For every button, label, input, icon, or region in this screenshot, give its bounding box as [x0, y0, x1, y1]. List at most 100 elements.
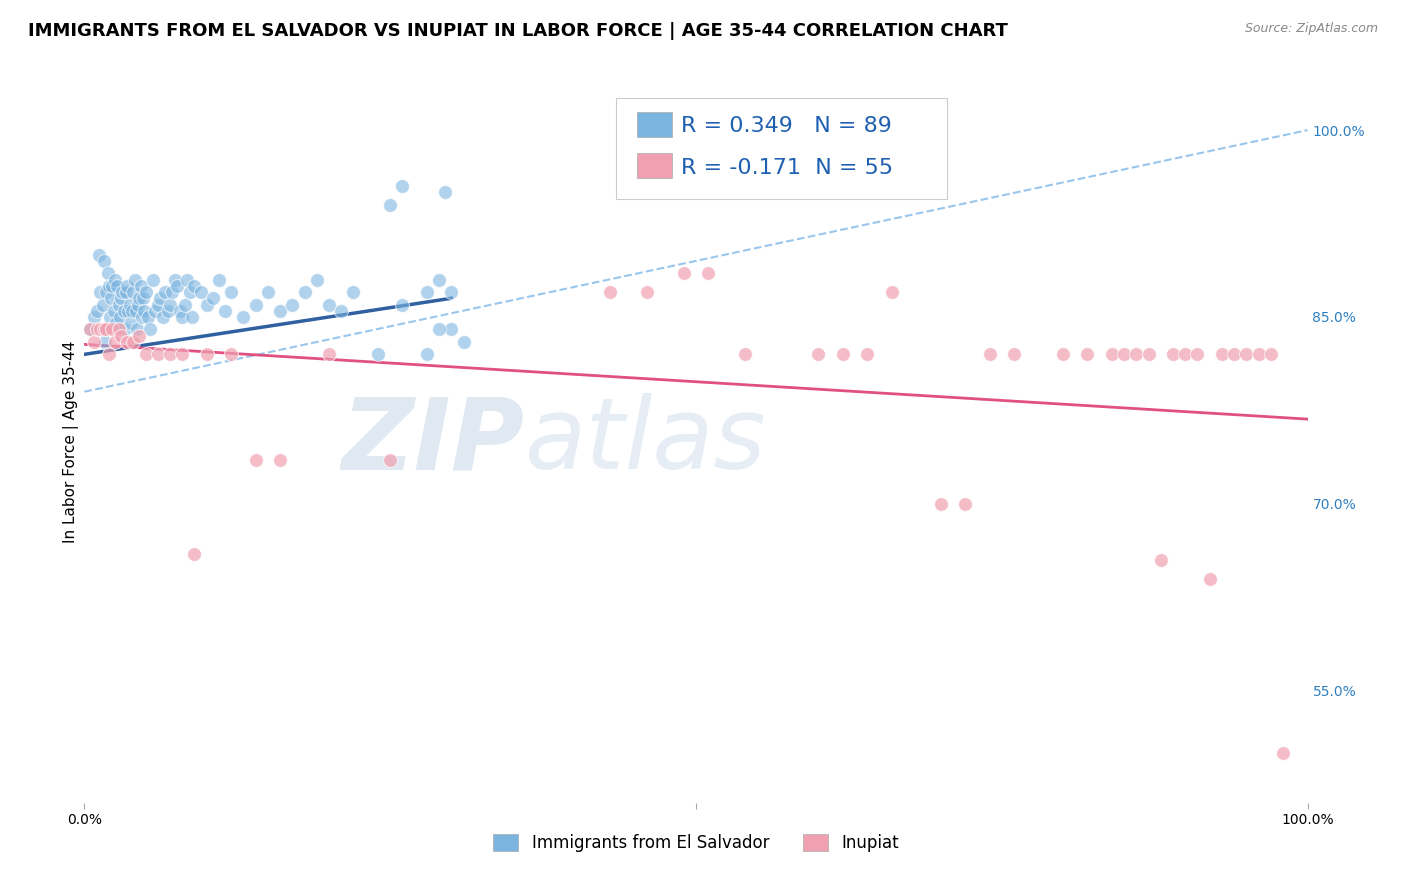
Point [1137, 347, 1160, 361]
Point [245, 453, 267, 467]
Point [434, 186, 457, 200]
Point [100, 291, 122, 305]
Point [128, 291, 150, 305]
Point [245, 297, 267, 311]
Point [367, 347, 389, 361]
Point [97, 278, 120, 293]
Point [1198, 572, 1220, 586]
Point [103, 303, 125, 318]
Point [120, 316, 142, 330]
Point [153, 285, 176, 299]
Point [111, 285, 134, 299]
Point [127, 297, 149, 311]
Point [179, 285, 201, 299]
Point [129, 278, 152, 293]
Point [143, 303, 166, 318]
Point [136, 310, 159, 324]
Point [91, 297, 114, 311]
Point [104, 334, 127, 349]
Point [318, 297, 340, 311]
Point [96, 322, 118, 336]
Point [87, 248, 110, 262]
Point [208, 272, 231, 286]
Point [117, 303, 139, 318]
Point [201, 291, 224, 305]
Text: ZIP: ZIP [342, 393, 524, 490]
Point [281, 297, 304, 311]
Point [1187, 347, 1209, 361]
Point [125, 322, 148, 336]
FancyBboxPatch shape [637, 112, 672, 136]
Point [232, 310, 254, 324]
FancyBboxPatch shape [637, 153, 672, 178]
Point [108, 310, 131, 324]
Point [139, 322, 162, 336]
Point [342, 285, 364, 299]
Point [101, 322, 124, 336]
Point [112, 303, 135, 318]
Point [97, 266, 120, 280]
Point [269, 303, 291, 318]
Point [195, 297, 218, 311]
Point [115, 285, 138, 299]
Point [115, 278, 138, 293]
Point [131, 310, 153, 324]
Point [294, 285, 316, 299]
Point [128, 328, 150, 343]
Point [122, 334, 145, 349]
Point [183, 278, 205, 293]
Text: Source: ZipAtlas.com: Source: ZipAtlas.com [1244, 22, 1378, 36]
Point [599, 285, 621, 299]
Text: R = 0.349   N = 89: R = 0.349 N = 89 [682, 117, 893, 136]
Point [159, 347, 181, 361]
Point [166, 278, 188, 293]
Point [330, 303, 353, 318]
Point [427, 272, 450, 286]
Point [440, 322, 463, 336]
Point [115, 334, 138, 349]
Point [953, 497, 976, 511]
Point [183, 547, 205, 561]
Point [979, 347, 1001, 361]
Point [1101, 347, 1123, 361]
Point [121, 303, 143, 318]
Point [89, 285, 111, 299]
Point [1150, 553, 1173, 567]
Point [152, 310, 174, 324]
Point [929, 497, 952, 511]
Point [391, 179, 413, 194]
Point [94, 334, 117, 349]
Point [807, 347, 830, 361]
Point [880, 285, 903, 299]
Point [416, 285, 439, 299]
Point [114, 322, 136, 336]
Point [110, 328, 132, 343]
FancyBboxPatch shape [616, 98, 946, 200]
Point [1260, 347, 1282, 361]
Point [1223, 347, 1246, 361]
Point [176, 272, 198, 286]
Point [105, 316, 128, 330]
Point [1211, 347, 1233, 361]
Point [104, 272, 127, 286]
Point [172, 347, 194, 361]
Text: R = -0.171  N = 55: R = -0.171 N = 55 [682, 158, 893, 178]
Point [79, 322, 101, 336]
Point [318, 347, 340, 361]
Point [1002, 347, 1025, 361]
Point [146, 297, 169, 311]
Point [734, 347, 756, 361]
Point [440, 285, 463, 299]
Point [134, 303, 156, 318]
Point [1236, 347, 1258, 361]
Point [190, 285, 212, 299]
Point [79, 322, 101, 336]
Point [105, 278, 128, 293]
Point [118, 297, 141, 311]
Point [93, 322, 115, 336]
Point [1174, 347, 1197, 361]
Text: atlas: atlas [524, 393, 766, 490]
Point [163, 272, 186, 286]
Point [172, 310, 194, 324]
Y-axis label: In Labor Force | Age 35-44: In Labor Force | Age 35-44 [63, 341, 79, 542]
